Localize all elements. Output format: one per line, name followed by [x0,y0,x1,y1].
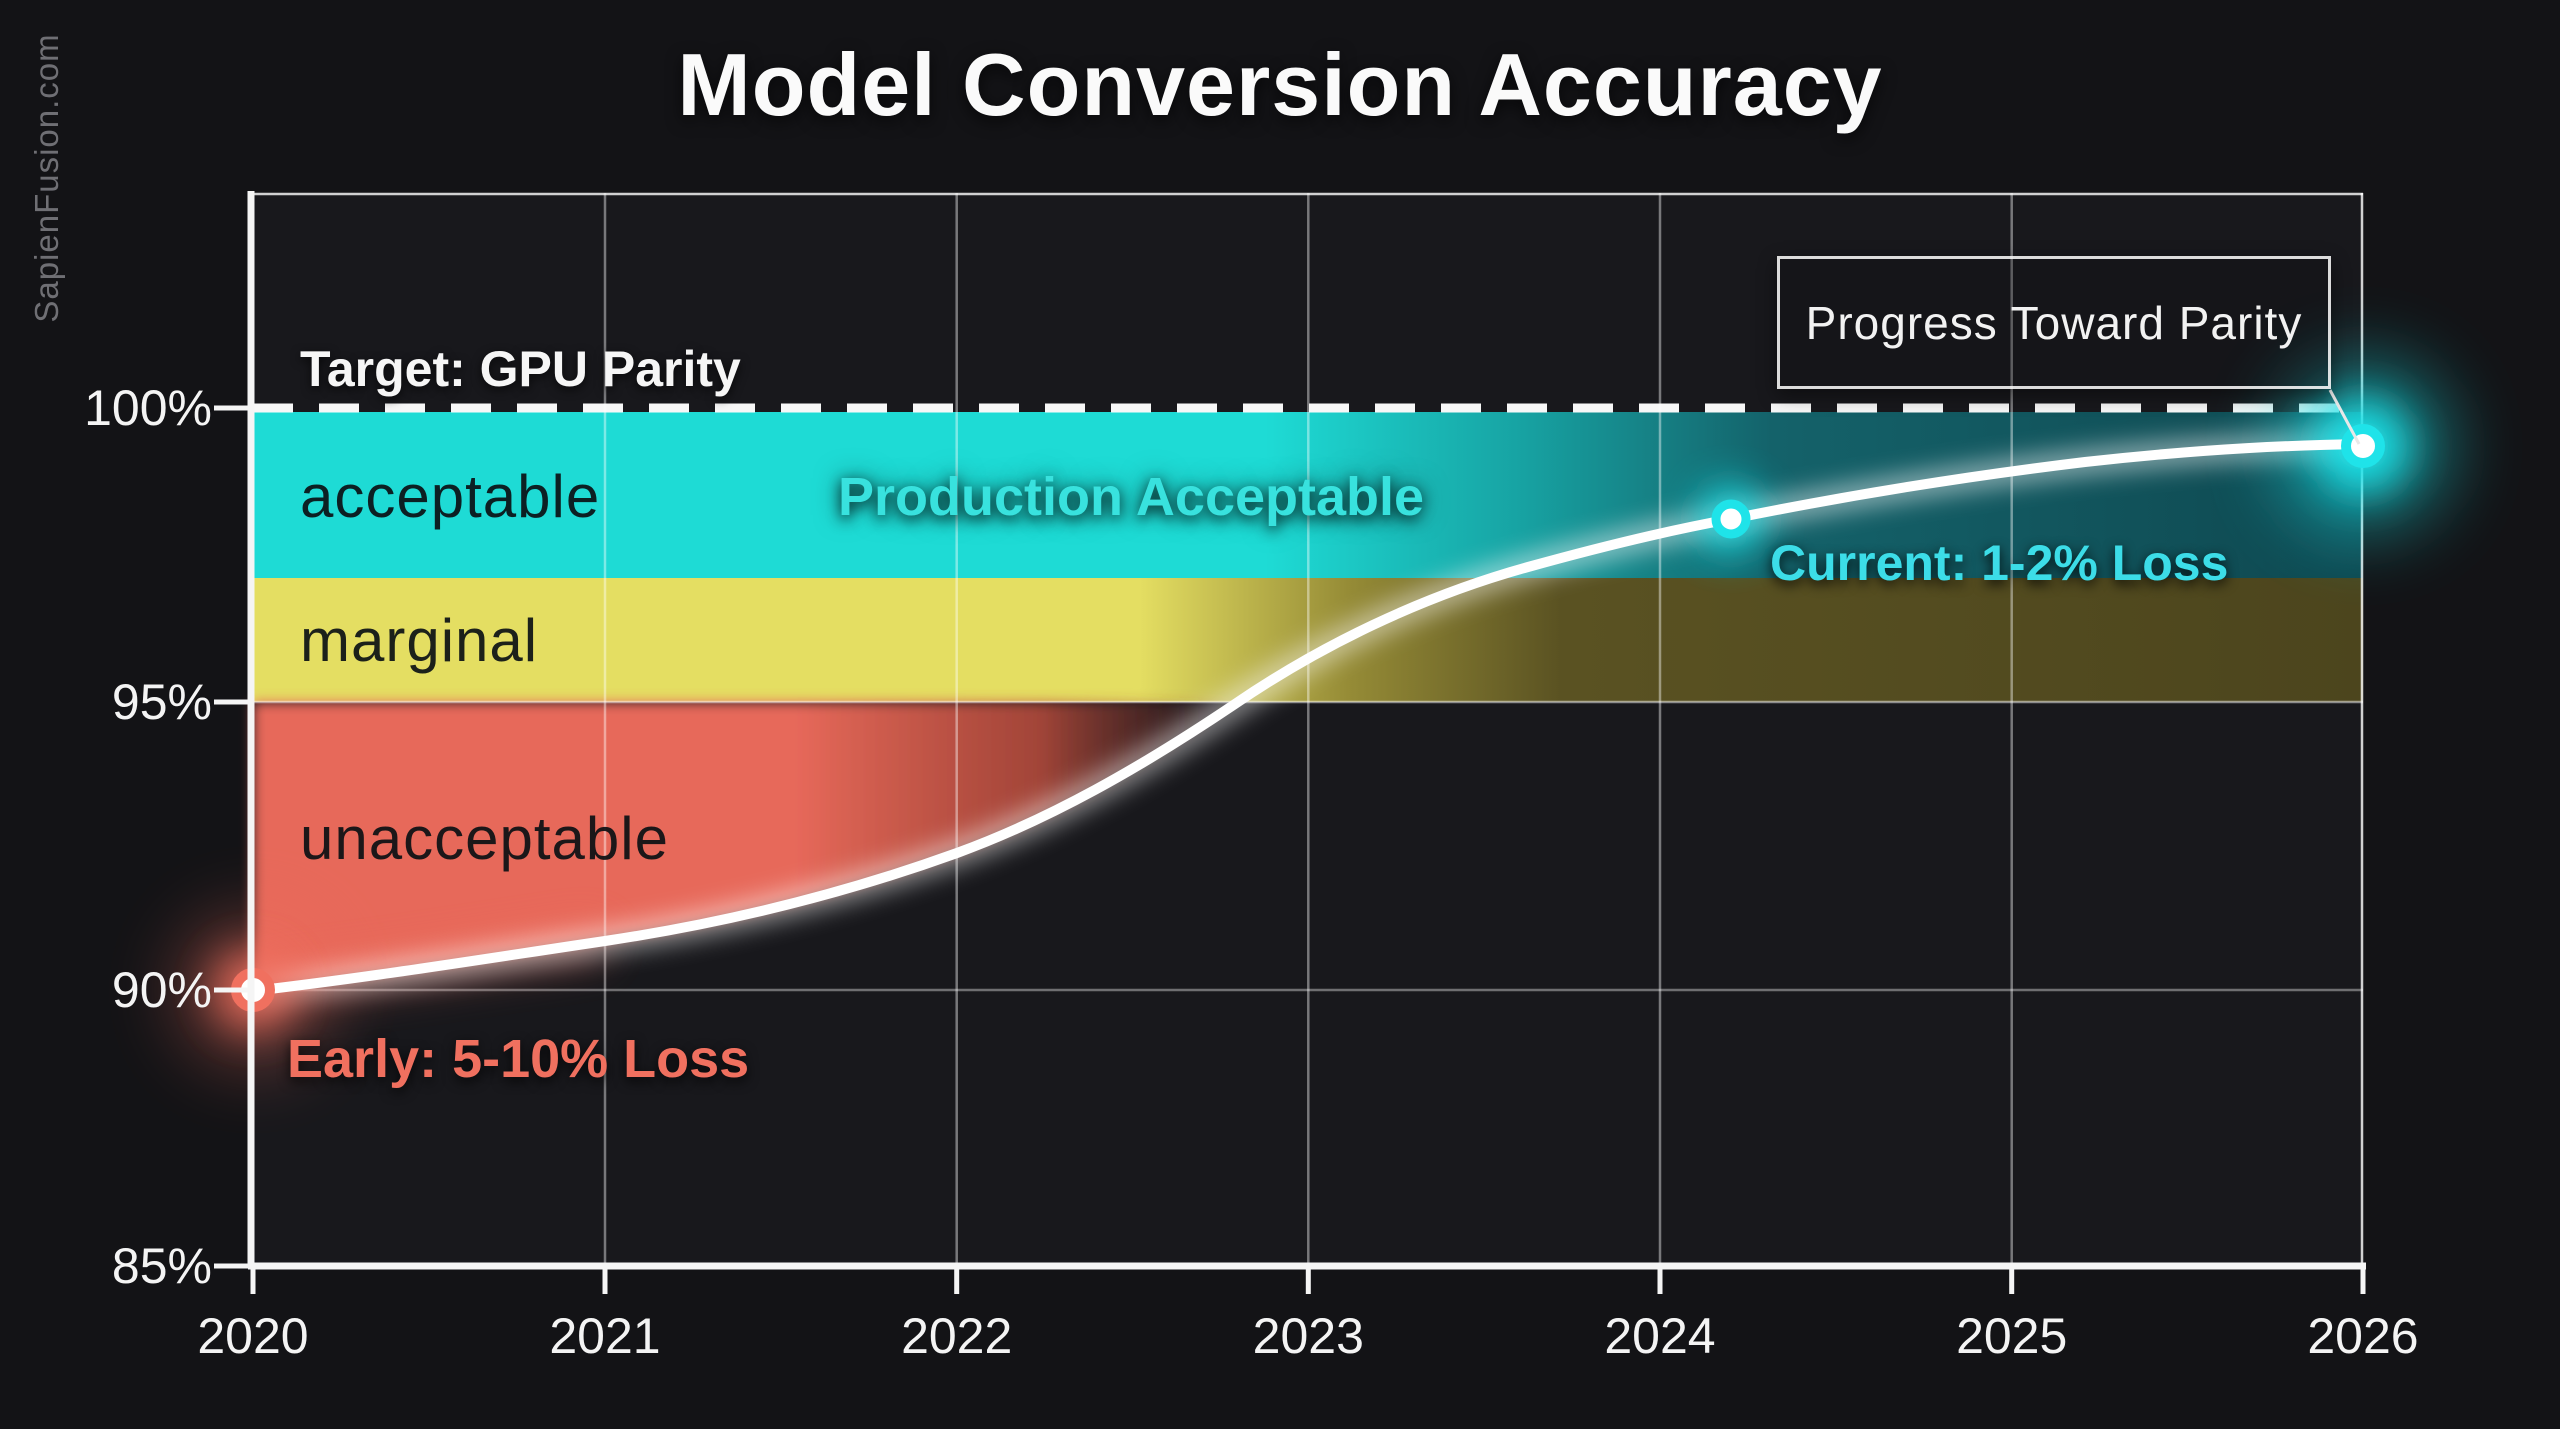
x-axis-label-2025: 2025 [1956,1308,2068,1364]
legend-label: Progress Toward Parity [1805,296,2303,349]
legend-leader-line [2328,389,2361,445]
zone-label-acceptable: acceptable [300,463,601,530]
production-acceptable-label: Production Acceptable [837,467,1425,527]
target-parity-label: Target: GPU Parity [300,341,741,397]
accuracy-curve [248,439,2368,996]
early-loss-label: Early: 5-10% Loss [287,1029,750,1089]
zone-band-marginal [253,578,2363,702]
y-axis-label-95: 95% [111,674,212,730]
horizontal-gridlines [253,700,2363,992]
x-axis-label-2020: 2020 [197,1308,309,1364]
page-title: Model Conversion Accuracy [677,35,1883,134]
x-axis-label-2023: 2023 [1252,1308,1364,1364]
zone-label-unacceptable: unacceptable [300,805,669,872]
vertical-gridlines [603,193,2013,1264]
y-axis-label-85: 85% [111,1238,212,1294]
x-axis-label-2021: 2021 [549,1308,661,1364]
x-tick-marks [250,1266,2366,1294]
x-axis-label-2022: 2022 [901,1308,1013,1364]
zone-label-marginal: marginal [300,607,539,674]
data-point-2026 [2341,424,2385,468]
zone-band-unacceptable [253,702,1238,991]
y-tick-marks [214,405,251,1269]
zone-band-acceptable [253,412,2363,578]
current-loss-label: Current: 1-2% Loss [1770,535,2229,591]
x-axis-label-2024: 2024 [1604,1308,1716,1364]
legend-box: Progress Toward Parity [1777,256,2331,389]
y-axis-label-90: 90% [111,962,212,1018]
y-axis-label-100: 100% [84,380,212,436]
x-axis-label-2026: 2026 [2307,1308,2419,1364]
data-point-2024 [1711,499,1751,539]
